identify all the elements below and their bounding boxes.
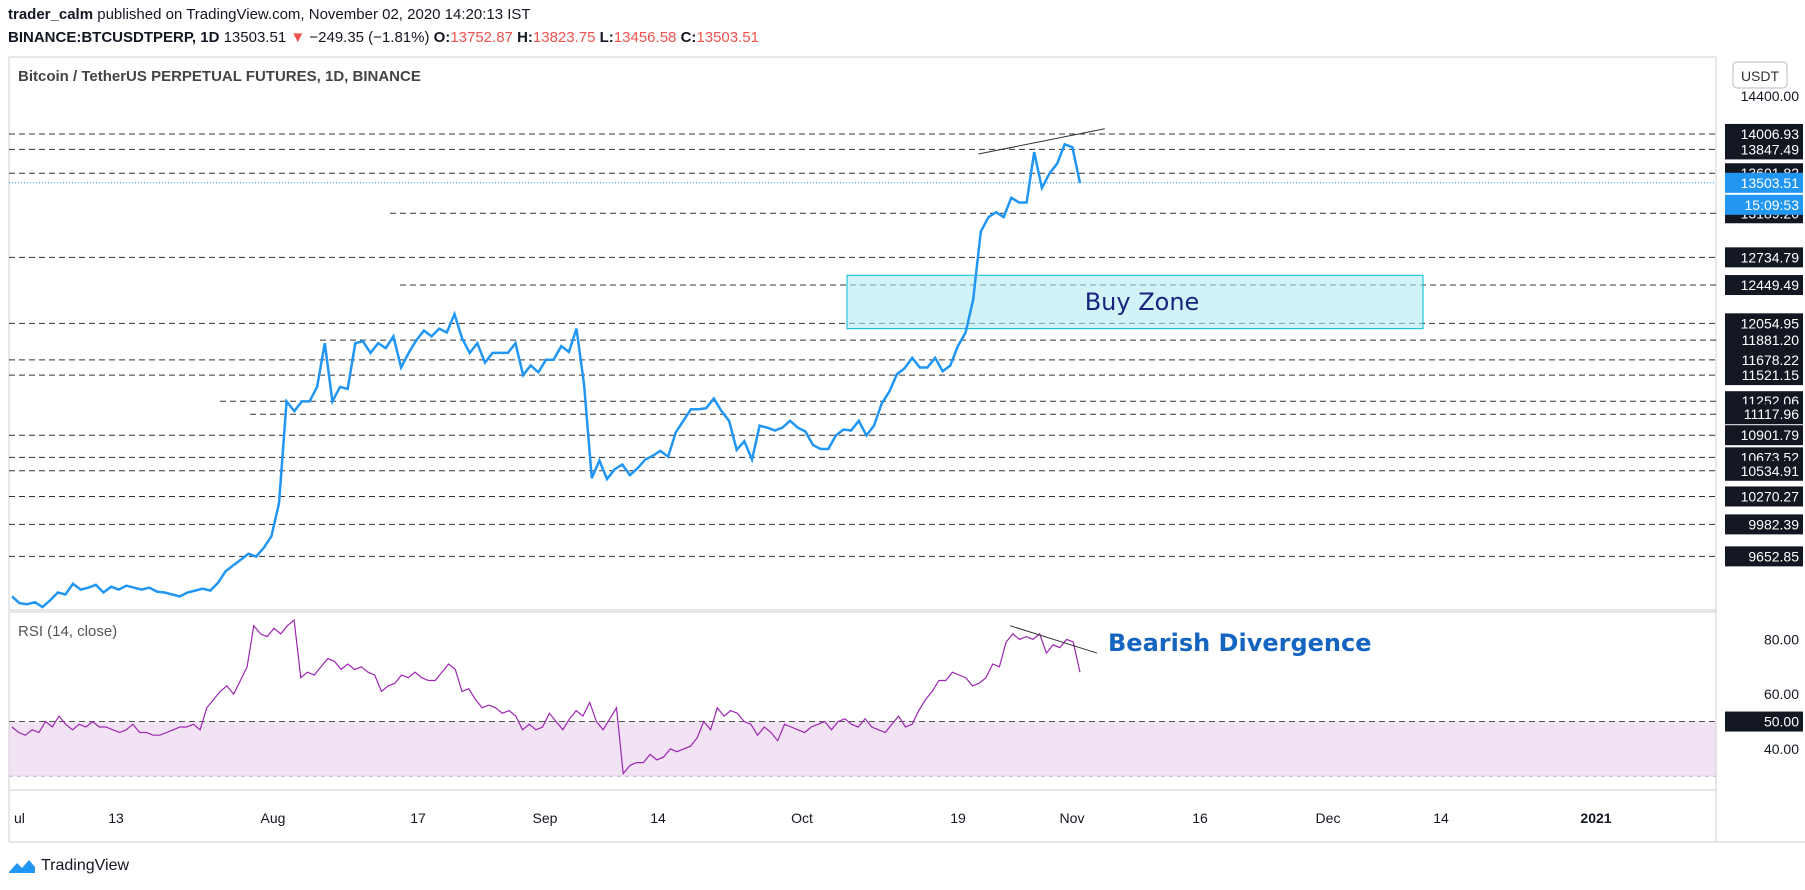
high-label: H: — [517, 29, 533, 46]
last-price: 13503.51 — [223, 29, 287, 46]
level-label: 11881.20 — [1742, 332, 1800, 348]
currency-badge — [1732, 61, 1788, 89]
author-name[interactable]: trader_calm — [8, 6, 94, 23]
rsi-band — [9, 721, 1716, 777]
level-tag — [1725, 514, 1803, 535]
symbol-label: BINANCE:BTCUSDTPERP, 1D — [8, 29, 220, 46]
level-tag — [1725, 404, 1803, 425]
level-tag — [1725, 546, 1803, 567]
level-tag — [1725, 425, 1803, 446]
rsi-tick-tag — [1725, 711, 1803, 732]
chart-title: Bitcoin / TetherUS PERPETUAL FUTURES, 1D… — [18, 68, 421, 85]
level-label: 9652.85 — [1748, 548, 1799, 564]
brand-name: TradingView — [41, 857, 130, 874]
countdown-tag — [1725, 194, 1803, 215]
time-tick-label: Oct — [791, 810, 813, 826]
last-price-tag — [1725, 172, 1803, 193]
high-value: 13823.75 — [532, 29, 596, 46]
level-label: 11521.15 — [1742, 367, 1800, 383]
chart-area[interactable]: Bitcoin / TetherUS PERPETUAL FUTURES, 1D… — [0, 0, 1805, 850]
open-value: 13752.87 — [450, 29, 513, 46]
ohlc-header: BINANCE:BTCUSDTPERP, 1D 13503.51 ▼ −249.… — [8, 29, 759, 46]
time-tick-label: 14 — [650, 810, 666, 826]
level-label: 12449.49 — [1741, 277, 1800, 293]
close-label: C: — [680, 29, 697, 46]
time-tick-label: 13 — [108, 810, 124, 826]
tradingview-logo-icon — [9, 860, 35, 873]
level-tag — [1725, 247, 1803, 268]
level-tag — [1725, 330, 1803, 351]
tradingview-brand[interactable]: TradingView — [8, 857, 129, 875]
rsi-trendline — [1009, 625, 1098, 654]
open-label: O: — [433, 29, 451, 46]
level-label: 10901.79 — [1741, 427, 1800, 443]
level-label: 14006.93 — [1741, 126, 1800, 142]
countdown-label: 15:09:53 — [1745, 197, 1800, 213]
close-value: 13503.51 — [696, 29, 759, 46]
rsi-tick-label: 60.00 — [1764, 686, 1799, 702]
price-tick-label: 14400.00 — [1741, 88, 1800, 104]
price-pane-frame — [8, 56, 1717, 611]
buy-zone-label: Buy Zone — [1085, 288, 1200, 316]
level-tag — [1725, 139, 1803, 160]
price-line — [11, 142, 1082, 609]
buy-zone-box — [846, 274, 1424, 330]
rsi-tick-label: 50.00 — [1764, 714, 1799, 730]
time-tick-label: Dec — [1316, 810, 1341, 826]
time-tick-label: Aug — [261, 810, 286, 826]
rsi-line — [11, 619, 1081, 776]
rsi-tick-label: 40.00 — [1764, 741, 1799, 757]
rsi-title: RSI (14, close) — [18, 623, 117, 640]
low-value: 13456.58 — [613, 29, 677, 46]
publish-info: trader_calm published on TradingView.com… — [8, 6, 531, 23]
divergence-label: Bearish Divergence — [1108, 629, 1372, 657]
level-tag — [1725, 123, 1803, 144]
level-label: 11678.22 — [1742, 352, 1800, 368]
currency-label: USDT — [1741, 68, 1780, 84]
level-label: 10270.27 — [1741, 488, 1800, 504]
change-value: −249.35 (−1.81%) — [309, 29, 430, 46]
time-tick-label: Sep — [533, 810, 558, 826]
level-tag — [1725, 349, 1803, 370]
time-tick-label: 17 — [410, 810, 426, 826]
level-tag — [1725, 365, 1803, 386]
level-tag — [1725, 460, 1803, 481]
level-tag — [1725, 313, 1803, 334]
level-label: 13847.49 — [1741, 141, 1800, 157]
time-tick-label: 19 — [950, 810, 966, 826]
level-label: 9982.39 — [1748, 516, 1799, 532]
price-trendline — [978, 128, 1105, 155]
time-tick-label: 14 — [1433, 810, 1449, 826]
time-tick-label: Nov — [1060, 810, 1085, 826]
time-tick-label: ul — [14, 810, 25, 826]
low-label: L: — [599, 29, 614, 46]
level-label: 11117.96 — [1744, 406, 1799, 422]
level-label: 10534.91 — [1741, 463, 1800, 479]
level-tag — [1725, 486, 1803, 507]
level-tag — [1725, 275, 1803, 296]
time-tick-label: 16 — [1192, 810, 1208, 826]
change-arrow-icon: ▼ — [290, 29, 306, 46]
time-tick-label: 2021 — [1580, 810, 1611, 826]
publish-text: published on TradingView.com, November 0… — [97, 6, 531, 23]
level-label: 12734.79 — [1741, 249, 1800, 265]
rsi-tick-label: 80.00 — [1764, 631, 1799, 647]
level-label: 12054.95 — [1741, 315, 1800, 331]
last-price-label: 13503.51 — [1741, 175, 1800, 191]
